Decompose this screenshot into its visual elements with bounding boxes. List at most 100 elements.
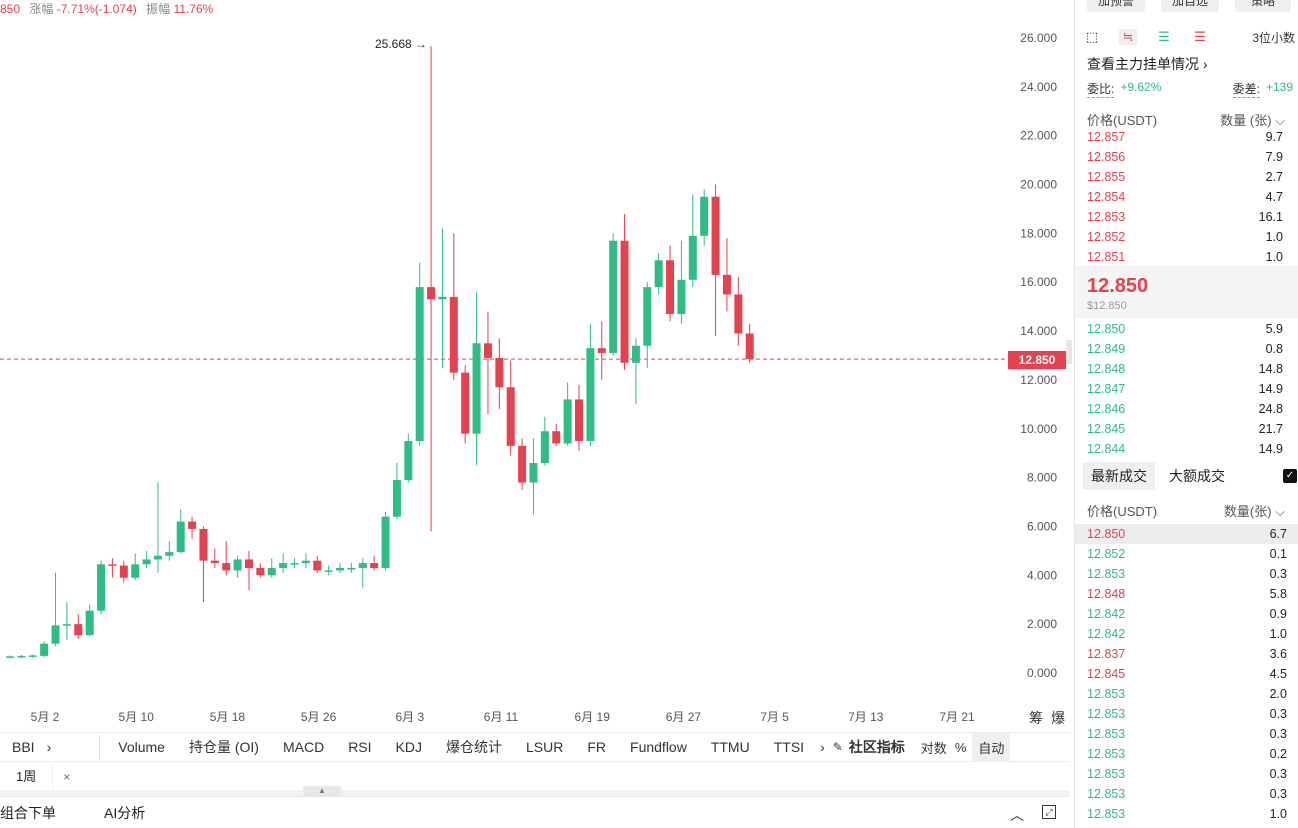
- percent-scale-button[interactable]: %: [954, 739, 967, 755]
- bbi-more-arrow[interactable]: ›: [46, 739, 52, 755]
- trade-qty: 0.3: [1269, 787, 1287, 801]
- candle-body: [119, 565, 128, 578]
- candle-body: [609, 240, 618, 354]
- x-tick-label: 7月 13: [848, 710, 884, 724]
- kline-chart-area[interactable]: 850 涨幅 -7.71%(-1.074) 振幅 11.76% 26.000 24…: [0, 0, 1072, 730]
- ask-price: 12.853: [1087, 210, 1126, 224]
- chevron-up-icon[interactable]: ︿: [1010, 807, 1024, 823]
- ask-price: 12.852: [1087, 230, 1126, 244]
- x-tick-label: 5月 18: [210, 710, 246, 724]
- bid-row[interactable]: 12.848 14.8: [1087, 359, 1283, 379]
- add-watchlist-button[interactable]: 加自选: [1161, 0, 1219, 12]
- candle-body: [677, 279, 686, 314]
- y-tick-label: 20.000: [1020, 178, 1057, 192]
- trade-price: 12.842: [1087, 627, 1126, 641]
- bid-price: 12.848: [1087, 362, 1126, 376]
- popout-icon[interactable]: ⬚: [1085, 29, 1099, 44]
- current-price-axis-tag: 12.850: [1008, 351, 1066, 369]
- orderbook-qty-header[interactable]: 数量 (张) ⌵: [1220, 113, 1285, 128]
- trade-qty: 5.8: [1269, 587, 1287, 601]
- candlestick-chart[interactable]: 26.000 24.000 22.000 20.000 18.000 16.000 14.0…: [0, 0, 1070, 730]
- trades-qty-header[interactable]: 数量(张) ⌵: [1223, 504, 1285, 519]
- trade-price: 12.842: [1087, 607, 1126, 621]
- indicator-more-arrow[interactable]: ›: [820, 739, 825, 755]
- add-alert-button[interactable]: 加预警: [1087, 0, 1145, 12]
- tab-latest-trades[interactable]: 最新成交: [1083, 462, 1155, 490]
- indicator-open-interest[interactable]: 持仓量 (OI): [188, 739, 259, 755]
- trade-price: 12.853: [1087, 687, 1126, 701]
- bid-row[interactable]: 12.846 24.8: [1087, 399, 1283, 419]
- tab-large-trades[interactable]: 大额成交: [1169, 468, 1225, 484]
- y-tick-label: 22.000: [1020, 129, 1057, 143]
- indicator-ttsi[interactable]: TTSI: [773, 739, 805, 755]
- bid-row[interactable]: 12.845 21.7: [1087, 419, 1283, 439]
- timeframe-tabs: 1周 ×: [0, 764, 1070, 790]
- indicator-lsur[interactable]: LSUR: [525, 739, 564, 755]
- indicator-kdj[interactable]: KDJ: [395, 739, 422, 755]
- chevron-up-icon[interactable]: ▲: [303, 786, 341, 796]
- orderbook-asks-icon[interactable]: ☰: [1194, 29, 1206, 44]
- ai-analysis-tab[interactable]: AI分析: [104, 804, 146, 821]
- candle-body: [381, 516, 390, 568]
- bid-row[interactable]: 12.850 5.9: [1087, 319, 1283, 339]
- log-scale-button[interactable]: 对数: [920, 740, 947, 756]
- ask-row[interactable]: 12.854 4.7: [1087, 187, 1283, 207]
- trade-row: 12.837 3.6: [1075, 644, 1298, 664]
- orderbook-bids-icon[interactable]: ☰: [1158, 29, 1170, 44]
- ask-row[interactable]: 12.856 7.9: [1087, 147, 1283, 167]
- y-tick-label: 4.000: [1027, 568, 1057, 582]
- trades-tabs: 最新成交 大额成交 ✓: [1083, 462, 1297, 490]
- combo-order-tab[interactable]: 组合下单: [0, 804, 56, 821]
- candle-body: [62, 624, 71, 626]
- trade-row: 12.853 2.0: [1075, 684, 1298, 704]
- mid-price-usd: $12.850: [1087, 300, 1127, 312]
- panel-collapse-handle[interactable]: [1066, 340, 1072, 364]
- ask-row[interactable]: 12.855 2.7: [1087, 167, 1283, 187]
- bid-qty: 14.8: [1258, 362, 1283, 376]
- panel-splitter[interactable]: [0, 790, 1070, 796]
- bid-qty: 14.9: [1258, 382, 1283, 396]
- indicator-fundflow[interactable]: Fundflow: [630, 739, 687, 755]
- indicator-bbi[interactable]: BBI: [12, 739, 35, 755]
- edit-icon[interactable]: ✎: [832, 740, 843, 754]
- candle-body: [74, 624, 83, 636]
- indicator-ttmu[interactable]: TTMU: [710, 739, 750, 755]
- indicator-liquidation[interactable]: 爆仓统计: [445, 739, 502, 755]
- bid-qty: 24.8: [1258, 402, 1283, 416]
- order-ratio-row: 委比: +9.62% 委差: +139: [1087, 80, 1293, 98]
- ask-qty: 9.7: [1265, 130, 1283, 144]
- ask-row[interactable]: 12.853 16.1: [1087, 207, 1283, 227]
- checkbox-icon[interactable]: ✓: [1283, 469, 1297, 483]
- indicator-macd[interactable]: MACD: [282, 739, 325, 755]
- candle-body: [563, 399, 572, 444]
- candle-body: [734, 294, 743, 334]
- candle-body: [518, 445, 527, 483]
- close-icon[interactable]: ×: [63, 770, 71, 784]
- decimal-precision-select[interactable]: 3位小数: [1252, 30, 1295, 45]
- bid-row[interactable]: 12.849 0.8: [1087, 339, 1283, 359]
- indicator-fr[interactable]: FR: [587, 739, 607, 755]
- candle-body: [506, 387, 515, 446]
- trade-qty: 0.3: [1269, 727, 1287, 741]
- trade-qty: 3.6: [1269, 647, 1287, 661]
- auto-scale-button[interactable]: 自动: [972, 732, 1011, 762]
- order-diff-label: 委差:: [1232, 82, 1260, 98]
- trade-price: 12.853: [1087, 787, 1126, 801]
- bid-row[interactable]: 12.847 14.9: [1087, 379, 1283, 399]
- strategy-button[interactable]: 策略: [1235, 0, 1291, 12]
- view-major-orders-link[interactable]: 查看主力挂单情况 ›: [1087, 56, 1208, 72]
- trade-row: 12.853 0.3: [1075, 724, 1298, 744]
- indicator-rsi[interactable]: RSI: [348, 739, 372, 755]
- ask-row[interactable]: 12.851 1.0: [1087, 247, 1283, 267]
- ask-row[interactable]: 12.857 9.7: [1087, 127, 1283, 147]
- timeframe-tab-1w[interactable]: 1周: [0, 764, 54, 790]
- ask-row[interactable]: 12.852 1.0: [1087, 227, 1283, 247]
- x-tick-label: 5月 2: [31, 710, 60, 724]
- amplitude-label: 振幅: [146, 2, 171, 16]
- expand-icon[interactable]: ⤢: [1042, 805, 1056, 819]
- indicator-volume[interactable]: Volume: [118, 739, 165, 755]
- orderbook-both-icon[interactable]: ≒: [1119, 29, 1137, 45]
- community-indicators-button[interactable]: 社区指标: [848, 739, 905, 755]
- candle-body: [17, 655, 26, 658]
- bid-row[interactable]: 12.844 14.9: [1087, 439, 1283, 459]
